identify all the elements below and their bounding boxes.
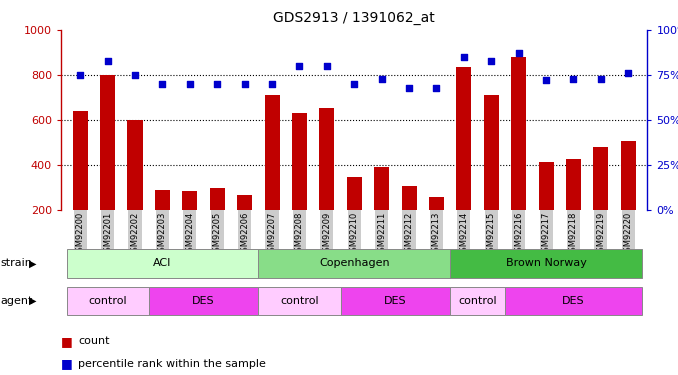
- Bar: [429, 197, 444, 255]
- Bar: [127, 120, 142, 255]
- Point: [431, 85, 442, 91]
- Text: ▶: ▶: [28, 296, 37, 306]
- Point: [486, 58, 497, 64]
- Bar: [264, 95, 279, 255]
- Point: [102, 58, 113, 64]
- Text: DES: DES: [193, 296, 215, 306]
- Bar: [237, 195, 252, 255]
- Point: [458, 54, 469, 60]
- Text: Brown Norway: Brown Norway: [506, 258, 586, 268]
- Text: control: control: [458, 296, 497, 306]
- Point: [75, 72, 85, 78]
- Bar: [292, 113, 307, 255]
- Bar: [210, 188, 225, 255]
- Point: [595, 76, 606, 82]
- Point: [321, 63, 332, 69]
- Text: GDS2913 / 1391062_at: GDS2913 / 1391062_at: [273, 11, 435, 25]
- Point: [568, 76, 579, 82]
- Bar: [483, 95, 499, 255]
- Bar: [450, 286, 505, 315]
- Point: [540, 77, 551, 83]
- Text: ▶: ▶: [28, 258, 37, 268]
- Bar: [258, 286, 340, 315]
- Point: [376, 76, 387, 82]
- Point: [403, 85, 414, 91]
- Bar: [258, 249, 450, 278]
- Bar: [593, 147, 608, 255]
- Text: percentile rank within the sample: percentile rank within the sample: [78, 359, 266, 369]
- Text: control: control: [280, 296, 319, 306]
- Point: [623, 70, 634, 76]
- Bar: [340, 286, 450, 315]
- Text: ■: ■: [61, 335, 73, 348]
- Bar: [456, 67, 471, 255]
- Text: DES: DES: [562, 296, 585, 306]
- Bar: [346, 177, 362, 255]
- Bar: [66, 249, 258, 278]
- Bar: [73, 111, 87, 255]
- Bar: [538, 162, 554, 255]
- Point: [349, 81, 360, 87]
- Text: control: control: [88, 296, 127, 306]
- Bar: [319, 108, 334, 255]
- Point: [294, 63, 305, 69]
- Bar: [100, 75, 115, 255]
- Text: count: count: [78, 336, 109, 346]
- Bar: [148, 286, 258, 315]
- Text: Copenhagen: Copenhagen: [319, 258, 390, 268]
- Text: DES: DES: [384, 296, 407, 306]
- Point: [157, 81, 168, 87]
- Bar: [621, 141, 636, 255]
- Bar: [505, 286, 642, 315]
- Point: [266, 81, 277, 87]
- Bar: [182, 191, 197, 255]
- Bar: [155, 190, 170, 255]
- Bar: [401, 186, 416, 255]
- Text: agent: agent: [1, 296, 33, 306]
- Point: [513, 50, 524, 56]
- Point: [212, 81, 222, 87]
- Bar: [66, 286, 148, 315]
- Bar: [374, 167, 389, 255]
- Point: [184, 81, 195, 87]
- Point: [239, 81, 250, 87]
- Text: ■: ■: [61, 357, 73, 370]
- Point: [129, 72, 140, 78]
- Text: ACI: ACI: [153, 258, 172, 268]
- Bar: [566, 159, 581, 255]
- Bar: [511, 57, 526, 255]
- Bar: [450, 249, 642, 278]
- Text: strain: strain: [1, 258, 33, 268]
